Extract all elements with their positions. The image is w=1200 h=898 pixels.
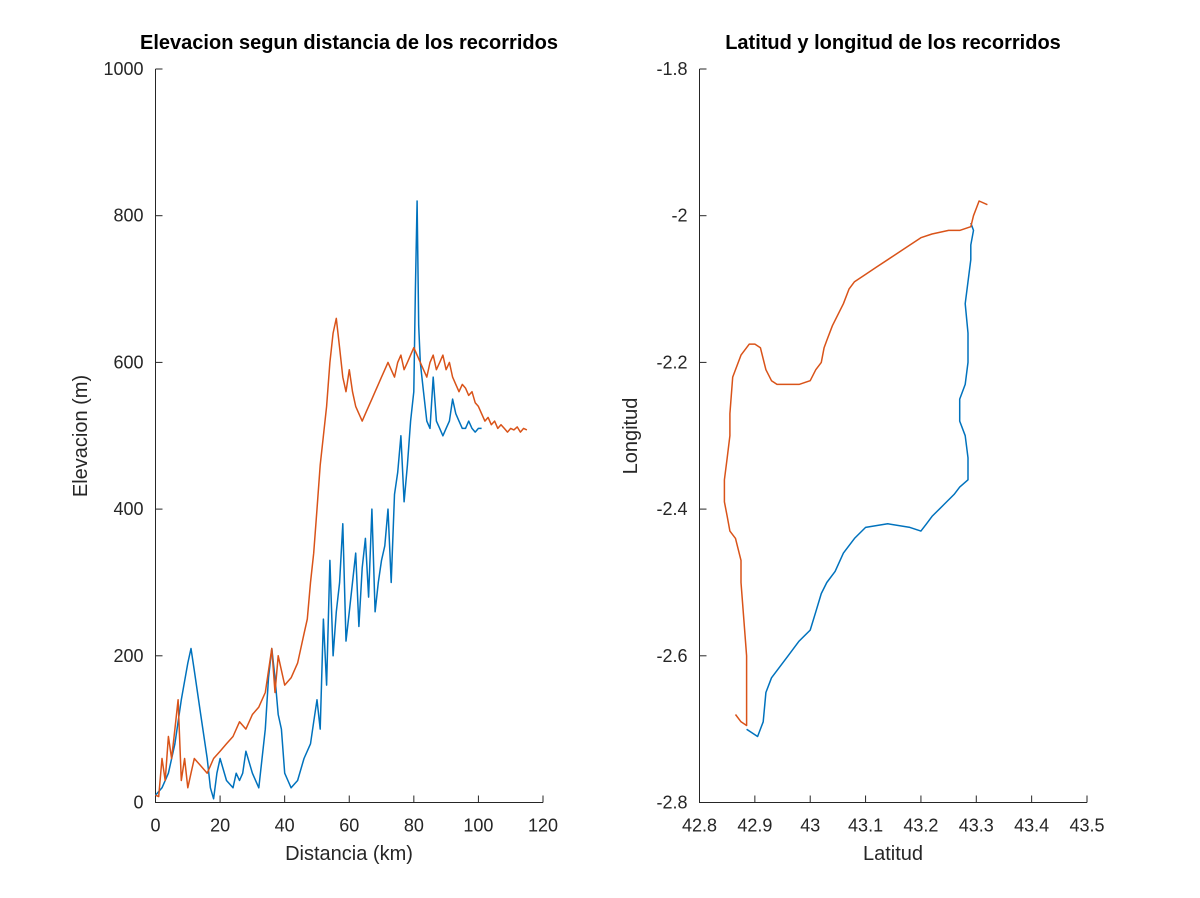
elevation-series-line-1 bbox=[154, 200, 482, 800]
elevation-y-tick-label: 0 bbox=[133, 793, 143, 813]
lat-lon-x-tick-label: 43.2 bbox=[903, 816, 938, 836]
elevation-x-tick-label: 120 bbox=[528, 816, 558, 836]
elevation-series-group bbox=[154, 200, 528, 800]
elevation-y-tick-label: 600 bbox=[113, 352, 143, 372]
lat-lon-series-line-1 bbox=[746, 222, 975, 738]
elevation-chart: Elevacion segun distancia de los recorri… bbox=[70, 32, 558, 865]
elevation-y-tick-label: 800 bbox=[113, 206, 143, 226]
lat-lon-x-tick-label: 43.4 bbox=[1014, 816, 1049, 836]
lat-lon-y-tick-label: -2 bbox=[671, 206, 687, 226]
elevation-x-tick-label: 80 bbox=[404, 816, 424, 836]
lat-lon-x-tick-label: 43 bbox=[800, 816, 820, 836]
elevation-x-tick-label: 0 bbox=[150, 816, 160, 836]
elevation-x-tick-label: 40 bbox=[275, 816, 295, 836]
lat-lon-y-tick-label: -2.4 bbox=[656, 499, 687, 519]
lat-lon-x-label: Latitud bbox=[863, 843, 923, 865]
elevation-y-ticks: 0 200 400 600 800 1000 bbox=[103, 59, 163, 813]
lat-lon-chart: Latitud y longitud de los recorridos 42.… bbox=[620, 32, 1105, 865]
lat-lon-y-tick-label: -2.6 bbox=[656, 646, 687, 666]
elevation-y-tick-label: 400 bbox=[113, 499, 143, 519]
elevation-x-ticks: 0 20 40 60 80 100 120 bbox=[150, 795, 558, 836]
lat-lon-x-tick-label: 42.9 bbox=[737, 816, 772, 836]
lat-lon-y-tick-label: -2.8 bbox=[656, 793, 687, 813]
lat-lon-x-tick-label: 43.1 bbox=[848, 816, 883, 836]
elevation-chart-title: Elevacion segun distancia de los recorri… bbox=[140, 32, 558, 54]
elevation-series-line-2 bbox=[155, 317, 528, 798]
elevation-x-tick-label: 100 bbox=[463, 816, 493, 836]
elevation-x-tick-label: 60 bbox=[339, 816, 359, 836]
lat-lon-y-label: Longitud bbox=[620, 398, 642, 475]
lat-lon-chart-title: Latitud y longitud de los recorridos bbox=[725, 32, 1061, 54]
lat-lon-series-line-2 bbox=[723, 200, 988, 727]
lat-lon-x-tick-label: 42.8 bbox=[682, 816, 717, 836]
lat-lon-y-tick-label: -1.8 bbox=[656, 59, 687, 79]
elevation-y-label: Elevacion (m) bbox=[70, 375, 92, 497]
lat-lon-series-group bbox=[723, 200, 988, 738]
elevation-y-tick-label: 1000 bbox=[103, 59, 143, 79]
lat-lon-x-ticks: 42.8 42.9 43 43.1 43.2 43.3 43.4 43.5 bbox=[682, 795, 1105, 836]
elevation-x-tick-label: 20 bbox=[210, 816, 230, 836]
elevation-x-label: Distancia (km) bbox=[285, 843, 413, 865]
lat-lon-x-tick-label: 43.5 bbox=[1069, 816, 1104, 836]
lat-lon-x-tick-label: 43.3 bbox=[959, 816, 994, 836]
lat-lon-y-ticks: -2.8 -2.6 -2.4 -2.2 -2 -1.8 bbox=[656, 59, 707, 813]
elevation-y-tick-label: 200 bbox=[113, 646, 143, 666]
lat-lon-y-tick-label: -2.2 bbox=[656, 352, 687, 372]
